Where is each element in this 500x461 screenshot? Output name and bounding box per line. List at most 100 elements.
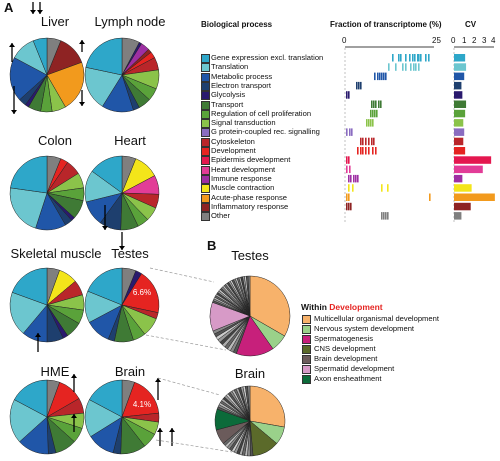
fraction-mark bbox=[372, 109, 374, 118]
fraction-mark bbox=[360, 147, 362, 155]
legend-swatch bbox=[302, 315, 311, 324]
fraction-mark bbox=[375, 147, 377, 155]
fraction-mark bbox=[368, 119, 370, 127]
pie-slice-gene bbox=[88, 379, 123, 418]
panel-label-b: B bbox=[207, 238, 217, 253]
dashed-connector bbox=[149, 267, 215, 283]
pie-slice-trans bbox=[9, 187, 48, 229]
fraction-mark bbox=[373, 137, 375, 146]
legend-swatch bbox=[302, 355, 311, 364]
fraction-mark bbox=[387, 212, 389, 220]
pie-slice-multicellular bbox=[249, 275, 291, 337]
pie-slice-gene bbox=[13, 379, 48, 418]
process-label: Muscle contraction bbox=[211, 183, 275, 193]
fraction-mark bbox=[400, 54, 402, 62]
fraction-mark bbox=[376, 109, 378, 118]
arrow-head bbox=[79, 40, 85, 44]
fraction-mark bbox=[348, 174, 350, 183]
process-swatch bbox=[201, 63, 210, 73]
legend-swatch bbox=[302, 345, 311, 354]
pie-testes-development bbox=[209, 275, 291, 357]
pie-slice-gene bbox=[10, 155, 48, 194]
fraction-mark bbox=[357, 174, 359, 183]
arrow-head bbox=[71, 374, 77, 378]
arrow-head bbox=[79, 102, 85, 106]
fraction-mark bbox=[346, 156, 348, 164]
legend-item-label: Nervous system development bbox=[314, 324, 415, 333]
legend-swatch bbox=[302, 375, 311, 384]
pie-skeletal-muscle bbox=[9, 267, 85, 343]
process-swatch bbox=[201, 109, 210, 119]
cv-bar bbox=[454, 202, 471, 211]
fraction-mark bbox=[368, 137, 370, 146]
legend-item-label: Multicellular organismal development bbox=[314, 314, 439, 323]
testes-b-title: Testes bbox=[231, 248, 269, 263]
pie-percent-label: 6.6% bbox=[133, 288, 151, 297]
fraction-mark bbox=[346, 91, 348, 99]
fraction-mark bbox=[380, 100, 382, 108]
header-fraction: Fraction of transcriptome (%) bbox=[330, 20, 442, 29]
cv-bar bbox=[454, 63, 467, 71]
arrow-head bbox=[11, 110, 17, 114]
process-label: Signal transduction bbox=[211, 118, 276, 128]
fraction-mark bbox=[381, 184, 383, 192]
fraction-tick-25: 25 bbox=[432, 36, 441, 45]
pie-slice-gene bbox=[87, 267, 123, 306]
fraction-mark bbox=[348, 91, 350, 99]
fraction-mark bbox=[398, 54, 400, 62]
fraction-mark bbox=[356, 81, 358, 90]
pie-title-hme: HME bbox=[40, 364, 70, 379]
arrow-head bbox=[30, 10, 36, 14]
fraction-mark bbox=[395, 63, 397, 71]
fraction-mark bbox=[368, 147, 370, 155]
fraction-mark bbox=[420, 54, 422, 62]
arrow-head bbox=[37, 10, 43, 14]
fraction-mark bbox=[387, 184, 389, 192]
arrow-head bbox=[102, 226, 108, 230]
pie-slice-meta bbox=[9, 57, 48, 101]
dashed-connector bbox=[155, 439, 233, 453]
process-label: Translation bbox=[211, 62, 249, 72]
brain-b-title: Brain bbox=[234, 366, 266, 381]
fraction-mark bbox=[348, 184, 350, 192]
cv-bar bbox=[454, 156, 492, 164]
cv-bar bbox=[454, 137, 464, 146]
pie-slice-dev bbox=[121, 381, 160, 418]
legend-swatch bbox=[302, 365, 311, 374]
pie-slice-gene bbox=[11, 267, 48, 306]
process-swatch bbox=[201, 147, 210, 156]
fraction-mark bbox=[348, 202, 350, 211]
process-swatch bbox=[201, 91, 210, 101]
fraction-mark bbox=[381, 212, 383, 220]
pie-liver bbox=[9, 37, 85, 113]
legend-item-label: Brain development bbox=[314, 354, 378, 363]
pie-slice-trans bbox=[84, 67, 123, 107]
process-label: Metabolic process bbox=[211, 71, 273, 81]
fraction-mark bbox=[412, 54, 414, 62]
pie-title-skeletal-muscle: Skeletal muscle bbox=[10, 246, 102, 261]
pie-slice-acute bbox=[46, 62, 85, 108]
process-label: G protein-coupled rec. signalling bbox=[211, 127, 320, 137]
fraction-mark bbox=[405, 63, 407, 71]
fraction-mark bbox=[370, 119, 372, 127]
process-swatch bbox=[201, 202, 210, 212]
fraction-mark bbox=[429, 193, 431, 201]
fraction-mark bbox=[360, 81, 362, 90]
panel-label-a: A bbox=[4, 0, 14, 15]
fraction-mark bbox=[348, 156, 350, 164]
pie-slice-dev bbox=[121, 273, 160, 313]
cv-bar bbox=[454, 147, 466, 155]
process-label: Inflammatory response bbox=[211, 201, 289, 211]
fraction-mark bbox=[372, 119, 374, 127]
process-label: Acute-phase response bbox=[211, 192, 287, 202]
arrow-head bbox=[157, 428, 163, 432]
fraction-mark bbox=[409, 54, 411, 62]
cv-tick-4: 4 bbox=[491, 36, 496, 45]
pie-slice-other-dev bbox=[247, 385, 251, 422]
pie-title-liver: Liver bbox=[40, 14, 70, 29]
fraction-mark bbox=[405, 54, 407, 62]
legend-title: Within Development bbox=[301, 302, 383, 312]
fraction-mark bbox=[410, 63, 412, 71]
fraction-mark bbox=[355, 174, 357, 183]
